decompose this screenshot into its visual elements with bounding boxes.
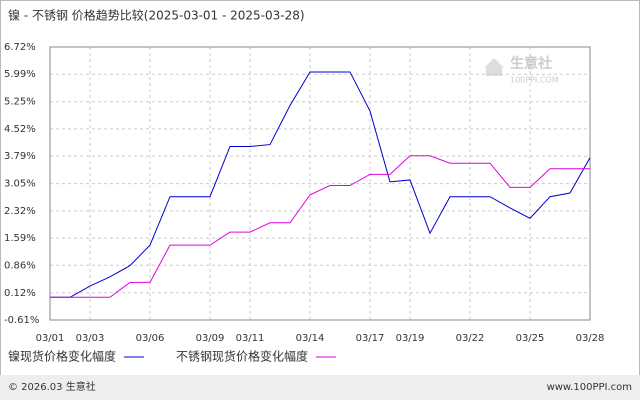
watermark: 100PPI.COM xyxy=(510,76,559,85)
x-tick-label: 03/19 xyxy=(396,333,425,344)
footer-left: © 2026.03 生意社 xyxy=(8,380,96,393)
x-tick-label: 03/28 xyxy=(576,333,605,344)
y-tick-label: -0.61% xyxy=(4,315,39,326)
legend-label: 镍现货价格变化幅度 xyxy=(8,349,116,364)
y-tick-label: 4.52% xyxy=(4,124,36,135)
watermark: 生意社 xyxy=(510,55,552,72)
x-tick-label: 03/09 xyxy=(196,333,225,344)
y-tick-label: 0.12% xyxy=(4,288,36,299)
x-tick-label: 03/14 xyxy=(296,333,325,344)
footer-bar xyxy=(0,375,640,400)
x-tick-label: 03/11 xyxy=(236,333,265,344)
y-tick-label: 5.99% xyxy=(4,69,36,80)
x-tick-label: 03/17 xyxy=(356,333,385,344)
plot-border xyxy=(49,46,591,321)
series-line xyxy=(50,155,590,298)
x-tick-label: 03/25 xyxy=(516,333,545,344)
footer-right: www.100PPI.com xyxy=(547,382,632,393)
x-tick-label: 03/22 xyxy=(456,333,485,344)
y-tick-label: 5.25% xyxy=(4,97,36,108)
x-tick-label: 03/06 xyxy=(136,333,165,344)
y-tick-label: 1.59% xyxy=(4,233,36,244)
y-tick-label: 6.72% xyxy=(4,42,36,53)
legend-label: 不锈钢现货价格变化幅度 xyxy=(176,349,308,364)
chart-title: 镍 - 不锈钢 价格趋势比较(2025-03-01 - 2025-03-28) xyxy=(8,8,305,23)
x-tick-label: 03/01 xyxy=(36,333,65,344)
x-tick-label: 03/03 xyxy=(76,333,105,344)
watermark-icon xyxy=(484,58,504,76)
y-tick-label: 3.79% xyxy=(4,151,36,162)
y-tick-label: 0.86% xyxy=(4,260,36,271)
y-tick-label: 3.05% xyxy=(4,179,36,190)
y-tick-label: 2.32% xyxy=(4,206,36,217)
series-line xyxy=(50,71,591,298)
